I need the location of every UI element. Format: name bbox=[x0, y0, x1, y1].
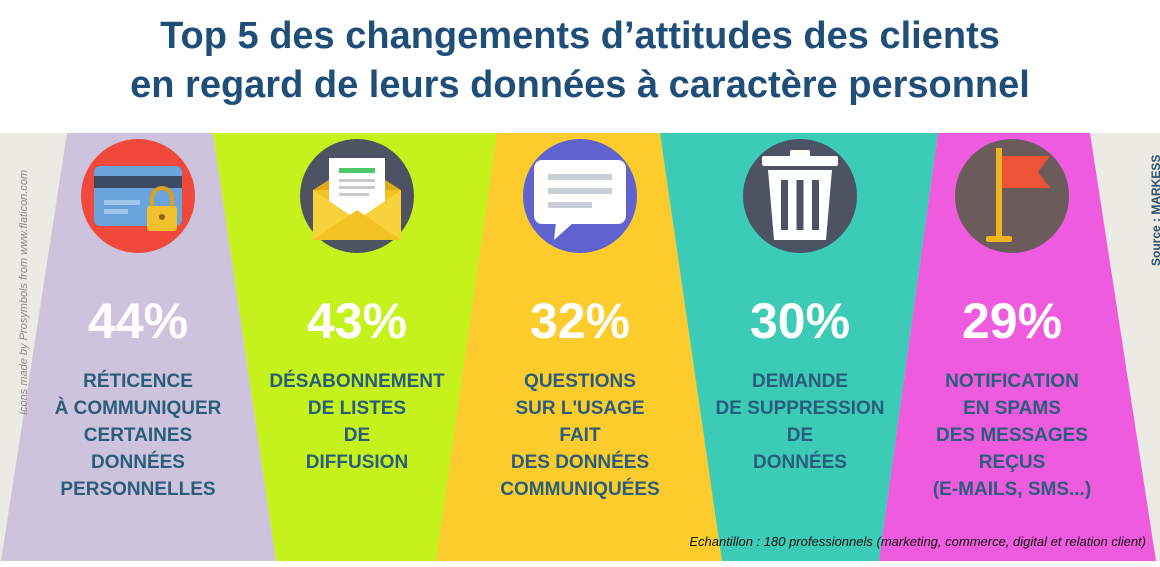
page-title: Top 5 des changements d’attitudes des cl… bbox=[0, 12, 1160, 110]
chart-column-2: 43% DÉSABONNEMENT DE LISTES DE DIFFUSION bbox=[213, 133, 497, 561]
category-label-5-line-5: (E-MAILS, SMS...) bbox=[933, 479, 1091, 500]
category-label-5-line-3: DES MESSAGES bbox=[936, 425, 1088, 446]
category-label-5-line-4: REÇUS bbox=[979, 452, 1046, 473]
speech-bubble-icon bbox=[534, 160, 626, 240]
value-label-5: 29% bbox=[962, 293, 1062, 349]
value-label-4: 30% bbox=[750, 293, 850, 349]
category-label-3-line-4: DES DONNÉES bbox=[511, 451, 649, 473]
trash-can-icon bbox=[762, 150, 838, 240]
category-label-4-line-3: DE bbox=[787, 425, 813, 446]
category-label-5-line-2: EN SPAMS bbox=[963, 398, 1061, 419]
category-label-1-line-1: RÉTICENCE bbox=[83, 370, 193, 392]
value-label-3: 32% bbox=[530, 293, 630, 349]
chart-column-1: 44% RÉTICENCE À COMMUNIQUER CERTAINES DONNÉE… bbox=[1, 133, 276, 561]
category-label-2-line-3: DE bbox=[344, 425, 370, 446]
category-label-1-line-2: À COMMUNIQUER bbox=[55, 397, 222, 419]
column-shape-5 bbox=[879, 133, 1156, 561]
category-label-4-line-2: DE SUPPRESSION bbox=[716, 398, 885, 419]
category-label-2-line-1: DÉSABONNEMENT bbox=[269, 370, 445, 392]
column-shape-1 bbox=[1, 133, 276, 561]
title-line-1: Top 5 des changements d’attitudes des cl… bbox=[160, 15, 1000, 57]
value-label-2: 43% bbox=[307, 293, 407, 349]
envelope-letter-icon bbox=[313, 158, 401, 240]
category-label-2-line-2: DE LISTES bbox=[308, 398, 406, 419]
column-shape-2 bbox=[213, 133, 497, 561]
category-label-4-line-4: DONNÉES bbox=[753, 451, 847, 473]
infographic-chart: 44% RÉTICENCE À COMMUNIQUER CERTAINES DONNÉE… bbox=[1, 133, 1156, 561]
red-flag-icon bbox=[986, 148, 1050, 242]
category-label-3-line-5: COMMUNIQUÉES bbox=[500, 478, 659, 500]
icon-credit-text: Icons made by Prosymbols from www.flatic… bbox=[18, 169, 30, 415]
category-label-2-line-4: DIFFUSION bbox=[306, 452, 408, 473]
column-shape-4 bbox=[660, 133, 938, 561]
category-label-3-line-1: QUESTIONS bbox=[524, 371, 636, 392]
column-shape-3 bbox=[436, 133, 722, 561]
category-label-1-line-4: DONNÉES bbox=[91, 451, 185, 473]
category-label-5-line-1: NOTIFICATION bbox=[945, 371, 1079, 392]
sample-note: Echantillon : 180 professionnels (market… bbox=[689, 534, 1146, 549]
category-label-1-line-3: CERTAINES bbox=[84, 425, 192, 446]
chart-column-4: 30% DEMANDE DE SUPPRESSION DE DONNÉES bbox=[660, 133, 938, 561]
category-label-3-line-3: FAIT bbox=[559, 425, 601, 446]
credit-card-lock-icon bbox=[94, 166, 182, 231]
category-label-1-line-5: PERSONNELLES bbox=[60, 479, 215, 500]
source-text: Source : MARKESS bbox=[1149, 154, 1160, 266]
chart-column-3: 32% QUESTIONS SUR L'USAGE FAIT DES DONNÉES CO… bbox=[436, 133, 722, 561]
category-label-4-line-1: DEMANDE bbox=[752, 371, 848, 392]
category-label-3-line-2: SUR L'USAGE bbox=[515, 398, 644, 419]
title-line-2: en regard de leurs données à caractère p… bbox=[130, 64, 1030, 106]
chart-column-5: 29% NOTIFICATION EN SPAMS DES MESSAGES REÇUS… bbox=[879, 133, 1156, 561]
value-label-1: 44% bbox=[88, 293, 188, 349]
